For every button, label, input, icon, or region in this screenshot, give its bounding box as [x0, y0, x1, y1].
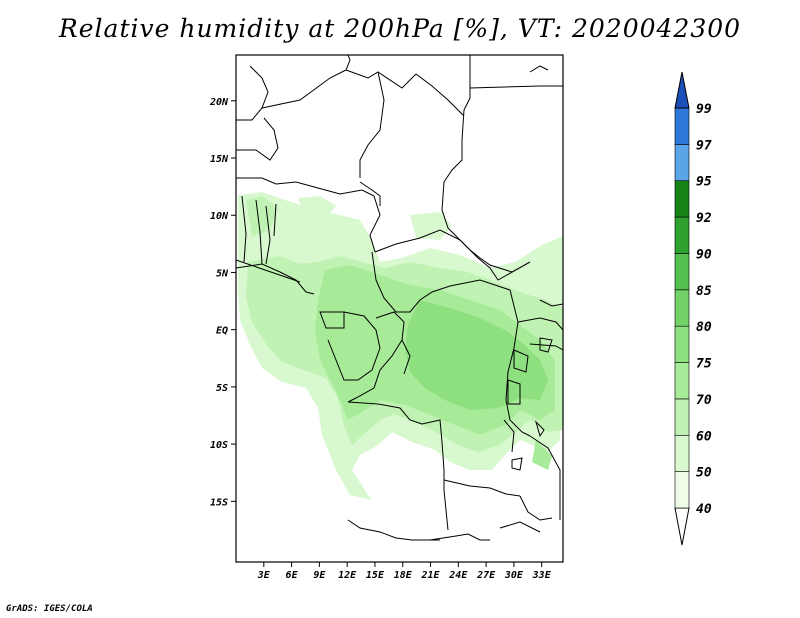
- lat-tick-label: 15S: [210, 497, 228, 508]
- humidity-shading: [238, 192, 563, 500]
- colorbar-lower-arrow: [674, 507, 690, 546]
- colorbar: 40 50 60 70 75 80 85 90 92 95 97 99: [674, 71, 712, 546]
- colorbar-upper-arrow: [674, 71, 690, 109]
- colorbar-label: 60: [696, 429, 712, 444]
- colorbar-swatch: [674, 144, 690, 182]
- country-borders: [235, 54, 564, 541]
- latitude-axis: 20N 15N 10N 5N EQ 5S 10S 15S: [209, 97, 236, 508]
- colorbar-label: 97: [696, 138, 712, 153]
- lon-tick-label: 3E: [257, 570, 271, 581]
- colorbar-swatch: [674, 216, 690, 254]
- colorbar-swatch: [674, 325, 690, 363]
- lat-tick-label: 20N: [209, 97, 229, 108]
- colorbar-swatch: [674, 471, 690, 509]
- colorbar-label: 75: [696, 357, 712, 372]
- colorbar-swatch: [674, 434, 690, 472]
- colorbar-swatch: [674, 362, 690, 400]
- lat-tick-label: 5S: [216, 383, 228, 394]
- lon-tick-label: 15E: [366, 570, 385, 581]
- lon-tick-label: 12E: [338, 570, 357, 581]
- colorbar-label: 92: [696, 211, 712, 226]
- map-frame: [235, 54, 564, 563]
- longitude-axis: 3E 6E 9E 12E 15E 18E 21E 24E 27E 30E 33E: [257, 562, 552, 581]
- grads-credit: GrADS: IGES/COLA: [6, 604, 93, 614]
- colorbar-swatch: [674, 107, 690, 145]
- lat-tick-label: 10S: [210, 440, 228, 451]
- colorbar-swatch: [674, 398, 690, 436]
- lat-tick-label: 5N: [216, 268, 229, 279]
- lat-tick-label: EQ: [216, 326, 228, 337]
- colorbar-swatch: [674, 180, 690, 218]
- lon-tick-label: 24E: [448, 570, 468, 581]
- lon-tick-label: 30E: [504, 570, 524, 581]
- lon-tick-label: 18E: [394, 570, 413, 581]
- lon-tick-label: 9E: [313, 570, 326, 581]
- lat-tick-label: 10N: [210, 211, 229, 222]
- colorbar-swatch: [674, 253, 690, 291]
- colorbar-label: 99: [696, 102, 712, 117]
- lat-tick-label: 15N: [210, 154, 229, 165]
- lon-tick-label: 6E: [286, 570, 299, 581]
- colorbar-swatch: [674, 289, 690, 327]
- colorbar-label: 95: [696, 175, 712, 190]
- colorbar-label: 70: [696, 393, 712, 408]
- colorbar-label: 85: [696, 284, 712, 299]
- lon-tick-label: 33E: [532, 570, 552, 581]
- lon-tick-label: 27E: [476, 570, 496, 581]
- lon-tick-label: 21E: [421, 570, 441, 581]
- colorbar-label: 90: [696, 247, 712, 262]
- colorbar-label: 50: [696, 466, 712, 481]
- chart-title: Relative humidity at 200hPa [%], VT: 202…: [58, 14, 742, 43]
- colorbar-label: 80: [696, 320, 712, 335]
- colorbar-label: 40: [696, 502, 712, 517]
